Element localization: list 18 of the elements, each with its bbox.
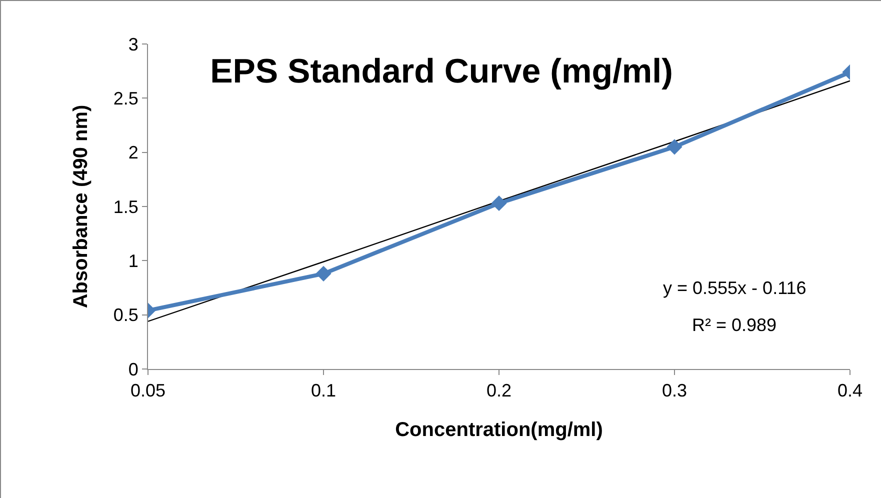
- y-tick-label: 3: [128, 34, 138, 54]
- x-axis-title: Concentration(mg/ml): [395, 419, 603, 442]
- y-tick-label: 0.5: [113, 305, 138, 326]
- y-axis-title: Absorbance (490 nm): [70, 104, 92, 308]
- x-tick-label: 0.4: [837, 380, 863, 401]
- y-tick-label: 1.5: [113, 196, 138, 217]
- annotation: y = 0.555x - 0.116: [663, 278, 806, 298]
- chart-title: EPS Standard Curve (mg/ml): [210, 52, 673, 91]
- x-tick-label: 0.05: [130, 380, 166, 401]
- y-tick-label: 0: [128, 359, 138, 380]
- annotation: R² = 0.989: [692, 315, 777, 335]
- point: [491, 195, 507, 212]
- y-tick-label: 1: [128, 250, 138, 271]
- y-tick-label: 2: [128, 142, 138, 163]
- x-tick-label: 0.2: [486, 380, 512, 401]
- x-tick-label: 0.3: [662, 380, 688, 401]
- y-tick-label: 2.5: [113, 88, 138, 108]
- x-tick-label: 0.1: [310, 380, 336, 401]
